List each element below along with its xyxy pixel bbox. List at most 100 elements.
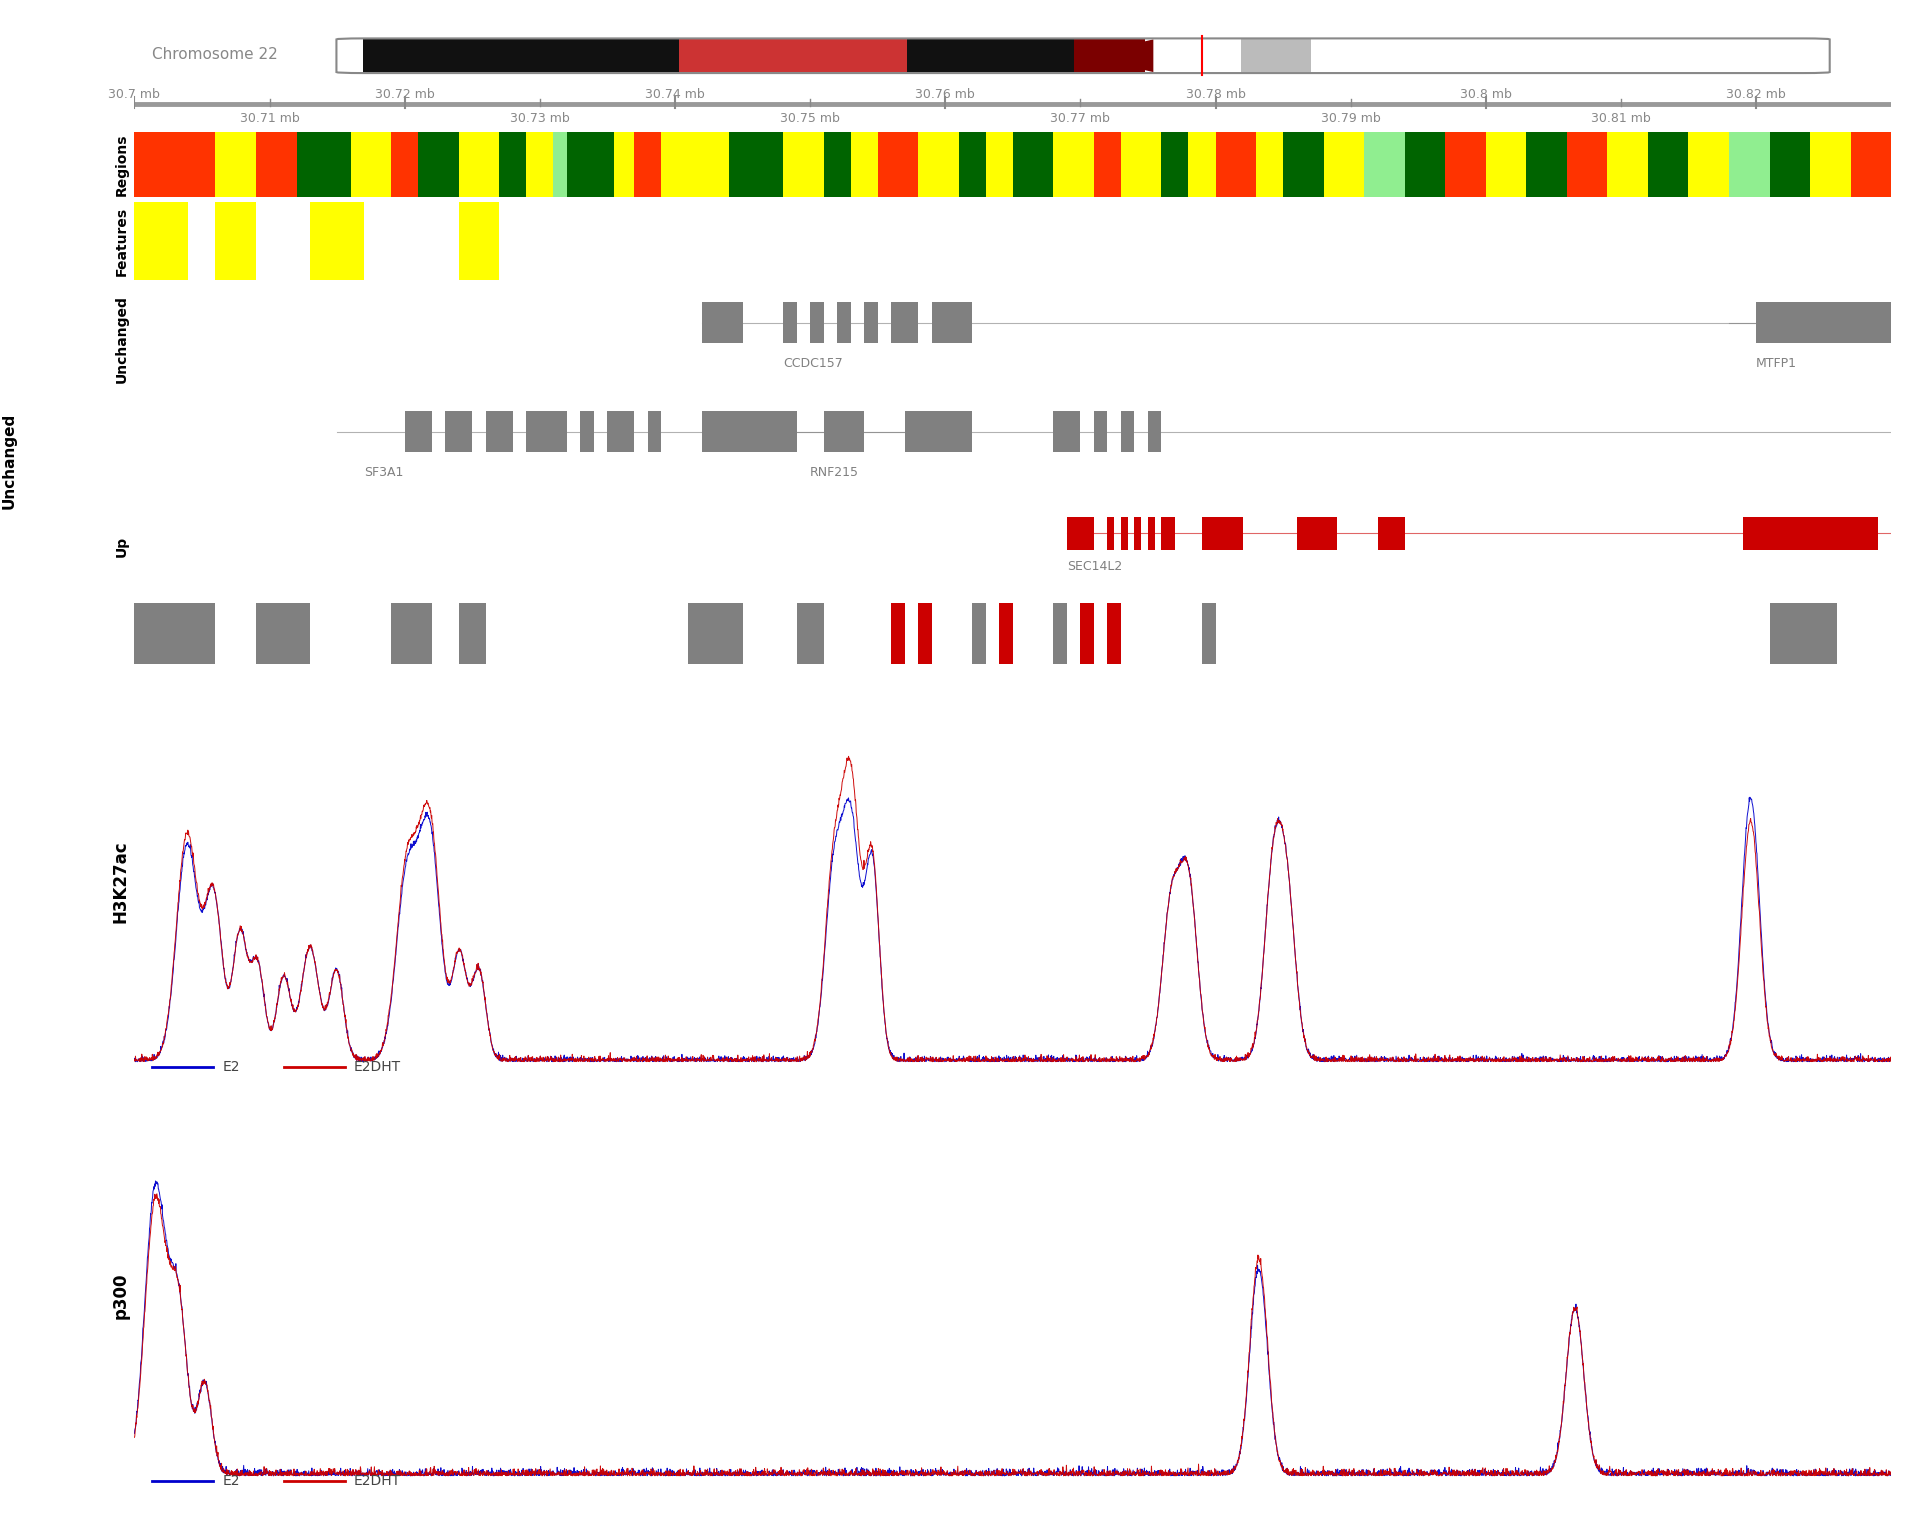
Bar xyxy=(499,132,526,198)
Text: 30.81 mb: 30.81 mb xyxy=(1592,112,1651,126)
Bar xyxy=(553,412,566,453)
Bar xyxy=(134,132,215,198)
Text: Unchanged: Unchanged xyxy=(2,413,17,508)
Text: Features: Features xyxy=(115,206,129,275)
Bar xyxy=(908,40,1075,72)
Bar xyxy=(918,602,931,664)
Bar xyxy=(1108,602,1121,664)
Bar xyxy=(783,132,824,198)
Bar xyxy=(255,602,311,664)
Bar xyxy=(743,412,783,453)
Bar xyxy=(580,412,593,453)
Text: Unchanged: Unchanged xyxy=(115,295,129,382)
Bar xyxy=(1014,132,1054,198)
Text: 30.79 mb: 30.79 mb xyxy=(1321,112,1380,126)
Bar xyxy=(1607,132,1647,198)
Text: 30.8 mb: 30.8 mb xyxy=(1459,89,1511,101)
Bar xyxy=(1730,132,1770,198)
Bar xyxy=(620,412,634,453)
Bar xyxy=(797,602,824,664)
Bar xyxy=(392,602,432,664)
Bar xyxy=(445,412,459,453)
Bar xyxy=(1811,132,1851,198)
Bar xyxy=(1121,516,1127,550)
Text: E2DHT: E2DHT xyxy=(353,1475,401,1488)
Bar xyxy=(405,412,432,453)
Bar xyxy=(1054,132,1094,198)
Bar xyxy=(891,602,904,664)
Bar xyxy=(1162,516,1175,550)
Text: 30.77 mb: 30.77 mb xyxy=(1050,112,1110,126)
Bar xyxy=(1094,132,1121,198)
Bar xyxy=(1743,516,1878,550)
Bar xyxy=(689,602,743,664)
Text: 30.73 mb: 30.73 mb xyxy=(511,112,570,126)
Bar xyxy=(1647,132,1688,198)
Text: 30.74 mb: 30.74 mb xyxy=(645,89,705,101)
Bar xyxy=(459,602,486,664)
Bar xyxy=(864,303,877,344)
Bar xyxy=(810,303,824,344)
Bar xyxy=(985,132,1014,198)
Text: 30.78 mb: 30.78 mb xyxy=(1185,89,1246,101)
Bar xyxy=(972,602,985,664)
Bar xyxy=(998,602,1014,664)
Bar xyxy=(1135,516,1140,550)
Bar xyxy=(1770,132,1811,198)
Bar xyxy=(1526,132,1567,198)
Bar xyxy=(419,132,459,198)
Bar xyxy=(703,303,743,344)
Bar xyxy=(526,412,540,453)
Bar xyxy=(1256,132,1283,198)
Bar xyxy=(647,412,662,453)
Bar xyxy=(904,412,972,453)
Bar xyxy=(1075,40,1144,72)
Bar xyxy=(1144,40,1240,72)
Bar xyxy=(215,132,255,198)
Text: MTFP1: MTFP1 xyxy=(1757,356,1797,370)
FancyBboxPatch shape xyxy=(336,38,1830,74)
Text: 30.76 mb: 30.76 mb xyxy=(916,89,975,101)
Text: p300: p300 xyxy=(111,1273,129,1319)
Bar xyxy=(1323,132,1365,198)
Text: 30.72 mb: 30.72 mb xyxy=(374,89,434,101)
Bar xyxy=(526,132,553,198)
Text: 30.82 mb: 30.82 mb xyxy=(1726,89,1786,101)
Bar xyxy=(1851,132,1891,198)
Bar xyxy=(730,132,783,198)
Bar xyxy=(1215,132,1256,198)
Bar xyxy=(680,40,908,72)
Bar xyxy=(662,132,730,198)
Bar xyxy=(1081,602,1094,664)
Bar xyxy=(1486,132,1526,198)
Text: Regions: Regions xyxy=(115,134,129,197)
Bar xyxy=(1296,516,1336,550)
Bar xyxy=(1054,412,1081,453)
Bar xyxy=(877,132,918,198)
Bar xyxy=(134,201,188,280)
Bar xyxy=(363,40,680,72)
Bar xyxy=(255,132,296,198)
Polygon shape xyxy=(1083,40,1154,72)
Bar xyxy=(824,132,851,198)
Text: 30.71 mb: 30.71 mb xyxy=(240,112,300,126)
Bar xyxy=(607,412,620,453)
Bar xyxy=(1121,412,1135,453)
Bar xyxy=(783,303,797,344)
Bar xyxy=(918,132,958,198)
Bar xyxy=(459,201,499,280)
Text: E2DHT: E2DHT xyxy=(353,1060,401,1074)
Bar xyxy=(703,412,756,453)
Bar xyxy=(1446,132,1486,198)
Bar xyxy=(134,602,215,664)
Bar xyxy=(1240,40,1311,72)
Bar xyxy=(1162,132,1188,198)
Bar xyxy=(1311,40,1803,72)
Bar xyxy=(459,132,499,198)
Bar xyxy=(1379,516,1405,550)
Bar xyxy=(958,132,985,198)
Bar xyxy=(1094,412,1108,453)
Bar xyxy=(540,412,553,453)
Bar xyxy=(614,132,634,198)
Bar xyxy=(1688,132,1730,198)
